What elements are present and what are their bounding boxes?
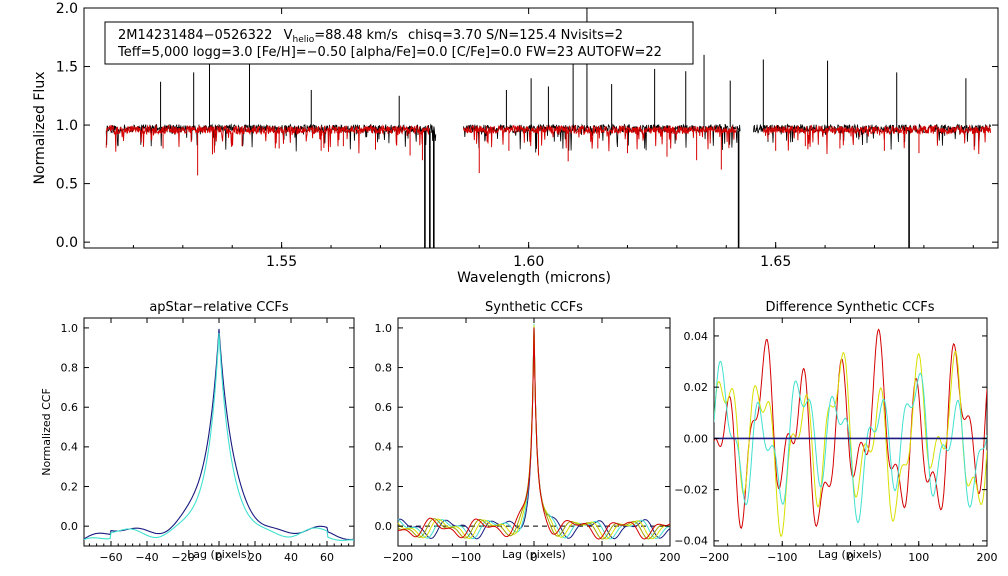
apstar-xtick-label: 60 xyxy=(320,551,334,564)
spectrum-series-model-segment xyxy=(762,124,992,155)
spectrum-ytick-label: 0.0 xyxy=(56,235,78,251)
difference-xtick-label: 200 xyxy=(977,551,998,564)
apstar-ytick-label: 0.2 xyxy=(61,480,79,493)
annotation-line-2: Teff=5,000 logg=3.0 [Fe/H]=−0.50 [alpha/… xyxy=(117,45,662,60)
difference-ccf-panel: −200 −100 0 100 200 −0.04 −0.02 0.00 0.02 0.04 Di… xyxy=(674,300,997,564)
synthetic-series-s2 xyxy=(397,323,670,540)
synthetic-ytick-label: 0.6 xyxy=(375,401,393,414)
difference-clip-group xyxy=(714,328,987,537)
synthetic-series-s4 xyxy=(397,327,671,540)
difference-title: Difference Synthetic CCFs xyxy=(765,300,934,315)
apstar-xtick-label: 0 xyxy=(216,551,223,564)
difference-ytick-label: −0.02 xyxy=(674,483,708,496)
synthetic-ytick-label: 0.8 xyxy=(375,361,393,374)
apstar-ytick-label: 0.6 xyxy=(61,401,79,414)
synthetic-ytick-label: 0.4 xyxy=(375,441,393,454)
synthetic-xtick-label: 100 xyxy=(592,551,613,564)
synthetic-series-s3 xyxy=(397,325,671,540)
spectrum-series-model-segment xyxy=(105,124,431,154)
apstar-xtick-label: −60 xyxy=(99,551,122,564)
apstar-ccf-panel: −60 −40 −20 0 20 40 60 0.0 0.2 0.4 0.6 0.8 1.0 apSta… xyxy=(40,300,355,564)
difference-ytick-label: 0.04 xyxy=(684,330,709,343)
spectrum-xlabel: Wavelength (microns) xyxy=(457,270,611,286)
apstar-axes: −60 −40 −20 0 20 40 60 0.0 0.2 0.4 0.6 0.8 1.0 xyxy=(61,318,354,564)
apstar-ytick-label: 0.0 xyxy=(61,520,79,533)
spectrum-xtick-label: 1.65 xyxy=(760,254,791,270)
apstar-xtick-label: −40 xyxy=(135,551,158,564)
spectrum-ytick-label: 1.0 xyxy=(56,118,78,134)
difference-ytick-label: 0.00 xyxy=(684,432,709,445)
apstar-plot-frame xyxy=(83,317,355,547)
apstar-ytick-label: 0.4 xyxy=(61,441,79,454)
spectrum-annotation: 2M14231484−0526322 Vhelio=88.48 km/s chi… xyxy=(104,21,694,65)
synthetic-ytick-label: 0.0 xyxy=(375,520,393,533)
difference-series-d2 xyxy=(714,350,987,537)
spectrum-ytick-label: 0.5 xyxy=(56,177,78,193)
synthetic-title: Synthetic CCFs xyxy=(485,300,583,315)
vhelio-prefix: V xyxy=(284,28,293,43)
synthetic-ytick-label: 0.2 xyxy=(375,480,393,493)
spectrum-clip-group xyxy=(105,8,992,248)
annotation-line-1: 2M14231484−0526322 Vhelio=88.48 km/s chi… xyxy=(118,28,623,45)
spectrum-series-model-segment xyxy=(463,124,737,152)
apstar-ylabel: Normalized CCF xyxy=(40,388,53,476)
apstar-series-0 xyxy=(83,328,355,541)
spectrum-xtick-label: 1.60 xyxy=(513,254,544,270)
apstar-series-group xyxy=(83,328,355,541)
apstar-title: apStar−relative CCFs xyxy=(149,300,289,315)
synthetic-xtick-label: −200 xyxy=(383,551,413,564)
spectrum-ylabel: Normalized Flux xyxy=(32,72,48,185)
vhelio-subscript: helio xyxy=(293,35,315,45)
synthetic-ccf-panel: −200 −100 0 100 200 0.0 0.2 0.4 0.6 0.8 1.0 Synthe… xyxy=(375,300,681,564)
difference-xtick-label: −100 xyxy=(767,551,797,564)
synthetic-xtick-label: 0 xyxy=(531,551,538,564)
apstar-xtick-label: −20 xyxy=(171,551,194,564)
synthetic-series-group xyxy=(397,323,671,540)
difference-ytick-label: 0.02 xyxy=(684,381,709,394)
spectrum-panel: 1.55 1.60 1.65 0.0 0.5 1.0 1.5 2.0 2M14231484−0… xyxy=(32,1,999,286)
difference-xtick-label: 0 xyxy=(847,551,854,564)
synthetic-axes: −200 −100 0 100 200 0.0 0.2 0.4 0.6 0.8 1.0 xyxy=(375,318,681,564)
synthetic-series-s5 xyxy=(397,327,671,540)
synthetic-ytick-label: 1.0 xyxy=(375,322,393,335)
difference-xtick-label: −200 xyxy=(699,551,729,564)
difference-axes: −200 −100 0 100 200 −0.04 −0.02 0.00 0.02 0.04 xyxy=(674,318,998,564)
apstar-xlabel: Lag (pixels) xyxy=(187,548,251,561)
difference-ytick-label: −0.04 xyxy=(674,535,708,548)
vhelio-value: =88.48 km/s xyxy=(314,28,398,43)
spectrum-axes: 1.55 1.60 1.65 0.0 0.5 1.0 1.5 2.0 xyxy=(56,1,998,270)
object-id: 2M14231484−0526322 xyxy=(118,28,272,43)
difference-xlabel: Lag (pixels) xyxy=(818,548,882,561)
synthetic-series-s1 xyxy=(397,325,671,540)
spectrum-xtick-label: 1.55 xyxy=(266,254,297,270)
spectrum-ytick-label: 1.5 xyxy=(56,59,78,75)
spectrum-plot-frame xyxy=(83,7,999,249)
spectrum-series-group xyxy=(105,8,992,248)
difference-series-group xyxy=(714,328,987,537)
difference-series-d3 xyxy=(714,360,987,524)
chisq-sn-nvisits: chisq=3.70 S/N=125.4 Nvisits=2 xyxy=(408,28,623,43)
difference-series-d1 xyxy=(714,328,987,529)
synthetic-xtick-label: −100 xyxy=(451,551,481,564)
apstar-series-1 xyxy=(83,332,354,541)
spectrum-ytick-label: 2.0 xyxy=(56,1,78,17)
synthetic-xtick-label: 200 xyxy=(660,551,681,564)
difference-xtick-label: 100 xyxy=(908,551,929,564)
synthetic-xlabel: Lag (pixels) xyxy=(502,548,566,561)
apstar-xtick-label: 40 xyxy=(284,551,298,564)
apstar-ytick-label: 1.0 xyxy=(61,322,79,335)
apstar-ytick-label: 0.8 xyxy=(61,361,79,374)
annotation-box xyxy=(104,21,694,65)
apstar-xtick-label: 20 xyxy=(248,551,262,564)
